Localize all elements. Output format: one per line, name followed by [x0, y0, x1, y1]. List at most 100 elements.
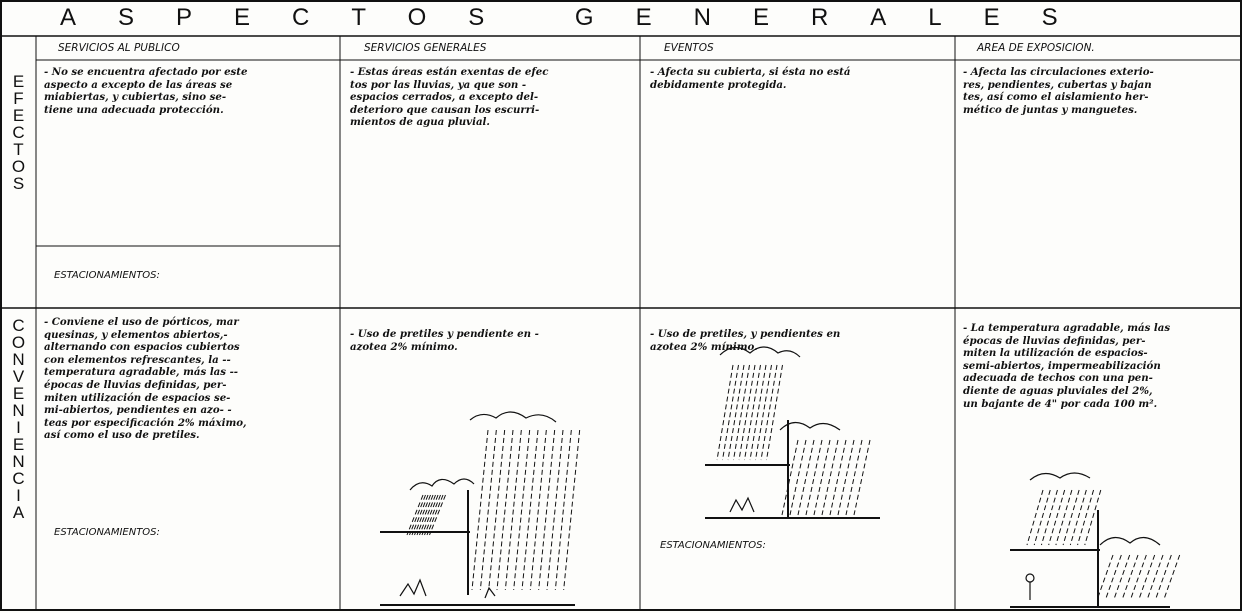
cell-text: miten utilización de espacios se-: [44, 391, 231, 404]
rain-stroke: [1146, 554, 1164, 601]
cell-text: épocas de lluvias definidas, per-: [963, 334, 1146, 347]
rain-stroke: [821, 439, 839, 516]
rain-stroke: [471, 429, 489, 591]
cell-text: deterioro que causan los escurri-: [350, 103, 540, 116]
column-header: EVENTOS: [664, 42, 714, 54]
rain-stroke: [727, 364, 745, 461]
rain-stroke: [416, 494, 434, 536]
rain-stroke: [766, 364, 783, 461]
rain-stroke: [406, 494, 424, 536]
rain-stroke: [845, 439, 863, 516]
rain-stroke: [1084, 489, 1102, 546]
rain-stroke: [716, 364, 734, 461]
rain-stroke: [496, 429, 514, 591]
rain-stroke: [424, 494, 441, 536]
cell-text: tos por las lluvias, ya que son -: [350, 78, 527, 91]
cell-text: - Afecta su cubierta, si ésta no está: [650, 66, 851, 78]
rain-stroke: [760, 364, 778, 461]
rain-stroke: [805, 439, 823, 516]
cell-text: alternando con espacios cubiertos: [44, 341, 240, 354]
cell-text: mi-abiertos, pendientes en azo- -: [44, 404, 232, 417]
rain-stroke: [722, 364, 739, 461]
cell-text: - Uso de pretiles y pendiente en -: [350, 328, 539, 340]
column-header: SERVICIOS AL PUBLICO: [58, 42, 180, 54]
cell-text: temperatura agradable, más las --: [44, 366, 239, 379]
cell-text: teas por especificación 2% máximo,: [44, 416, 247, 429]
cell-text: semi-abiertos, impermeabilización: [963, 359, 1161, 372]
rain-stroke: [744, 364, 761, 461]
rain-stroke: [1062, 489, 1080, 546]
cell-text: épocas de lluvias definidas, per-: [44, 379, 227, 391]
cell-text: - No se encuentra afectado por este: [44, 66, 248, 78]
rain-stroke: [1055, 489, 1073, 546]
cell-text: diente de aguas pluviales del 2%,: [963, 385, 1153, 397]
cell-text: adecuada de techos con una pen-: [963, 372, 1153, 385]
rain-stroke: [429, 494, 446, 536]
cell-text: mientos de agua pluvial.: [350, 116, 490, 129]
rain-stroke: [829, 439, 847, 516]
rain-stroke: [1077, 489, 1095, 546]
cell-text: - Estas áreas están exentas de efec: [350, 66, 549, 78]
rain-stroke: [1113, 554, 1131, 601]
cell-text: - Uso de pretiles, y pendientes en: [650, 328, 841, 340]
rain-stroke: [504, 429, 522, 591]
rain-stroke: [554, 429, 572, 591]
rain-stroke: [529, 429, 547, 591]
parking-label: ESTACIONAMIENTOS:: [660, 540, 766, 551]
rain-stroke: [414, 494, 431, 536]
cell-text: debidamente protegida.: [650, 78, 787, 91]
rain-stroke: [733, 364, 750, 461]
rain-stroke: [1026, 489, 1044, 546]
rain-stroke: [1129, 554, 1147, 601]
cell-text: miten la utilización de espacios-: [963, 347, 1148, 360]
rain-stroke: [789, 439, 807, 516]
rain-stroke: [755, 364, 772, 461]
title: ASPECTOS GENERALES: [60, 4, 1100, 31]
cell-text: azotea 2% mínimo.: [650, 340, 758, 353]
cell-text: con elementos refrescantes, la --: [44, 353, 231, 366]
cell-text: quesinas, y elementos abiertos,-: [44, 328, 228, 341]
rain-stroke: [411, 494, 429, 536]
cell-text: un bajante de 4" por cada 100 m².: [963, 397, 1158, 410]
column-header: AREA DE EXPOSICION.: [977, 42, 1095, 54]
cell-text: miabiertas, y cubiertas, sino se-: [44, 91, 227, 104]
column-header: SERVICIOS GENERALES: [364, 42, 487, 54]
rain-stroke: [853, 439, 871, 516]
cell-text: azotea 2% mínimo.: [350, 340, 458, 353]
rain-stroke: [479, 429, 497, 591]
cell-text: tes, así como el aislamiento her-: [963, 91, 1149, 104]
rain-stroke: [546, 429, 564, 591]
rain-stroke: [1121, 554, 1139, 601]
rain-stroke: [421, 494, 439, 536]
rain-stroke: [1048, 489, 1066, 546]
cell-text: aspecto a excepto de las áreas se: [44, 78, 233, 91]
rain-stroke: [409, 494, 426, 536]
cell-text: - La temperatura agradable, más las: [963, 322, 1171, 334]
cell-text: - Conviene el uso de pórticos, mar: [44, 316, 239, 328]
rain-stroke: [426, 494, 444, 536]
cell-text: así como el uso de pretiles.: [44, 429, 200, 442]
rain-stroke: [749, 364, 767, 461]
rain-stroke: [1163, 554, 1181, 601]
cell-text: espacios cerrados, a excepto del-: [350, 91, 539, 104]
rain-stroke: [1096, 554, 1114, 601]
rain-stroke: [738, 364, 756, 461]
rain-stroke: [419, 494, 436, 536]
row-label: EFECTOS: [9, 72, 28, 191]
parking-label: ESTACIONAMIENTOS:: [54, 270, 160, 281]
rain-stroke: [513, 429, 531, 591]
parking-label: ESTACIONAMIENTOS:: [54, 527, 160, 538]
rain-stroke: [1040, 489, 1058, 546]
rain-stroke: [797, 439, 815, 516]
rain-stroke: [1033, 489, 1051, 546]
cell-text: tiene una adecuada protección.: [44, 103, 224, 116]
cell-text: - Afecta las circulaciones exterio-: [963, 66, 1154, 78]
rain-stroke: [781, 439, 799, 516]
rain-stroke: [813, 439, 831, 516]
rain-stroke: [563, 429, 581, 591]
cell-text: res, pendientes, cubertas y bajan: [963, 78, 1152, 91]
rain-stroke: [1104, 554, 1122, 601]
rain-stroke: [521, 429, 539, 591]
